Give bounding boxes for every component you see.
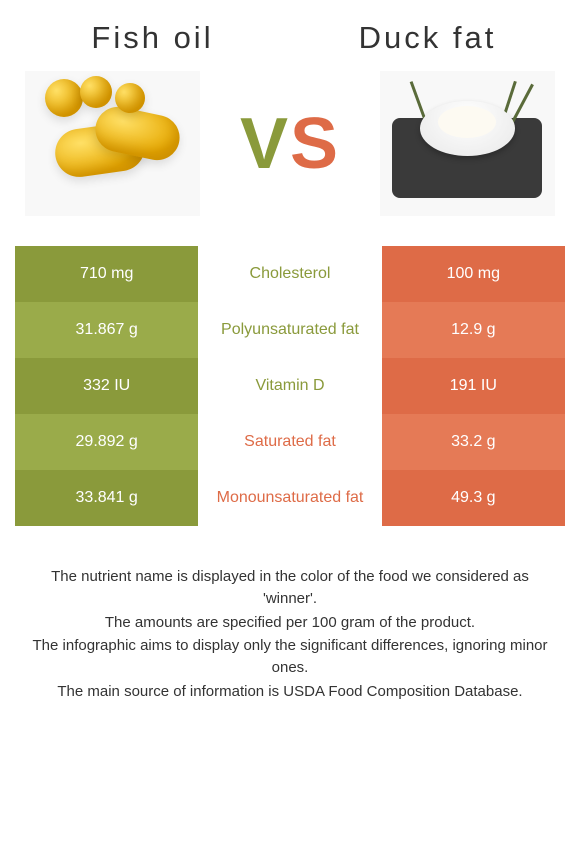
- footer-notes: The nutrient name is displayed in the co…: [15, 566, 565, 703]
- right-value-cell: 191 IU: [382, 358, 565, 414]
- right-value-cell: 33.2 g: [382, 414, 565, 470]
- footer-line-4: The main source of information is USDA F…: [25, 681, 555, 703]
- footer-line-2: The amounts are specified per 100 gram o…: [25, 612, 555, 634]
- nutrient-label-cell: Polyunsaturated fat: [198, 302, 381, 358]
- nutrient-label-cell: Vitamin D: [198, 358, 381, 414]
- table-row: 33.841 gMonounsaturated fat49.3 g: [15, 470, 565, 526]
- left-value-cell: 332 IU: [15, 358, 198, 414]
- vs-s-letter: S: [290, 104, 340, 184]
- nutrient-label-cell: Monounsaturated fat: [198, 470, 381, 526]
- left-food-image: [25, 71, 200, 216]
- left-food-title: Fish oil: [15, 20, 290, 56]
- nutrient-label-cell: Saturated fat: [198, 414, 381, 470]
- footer-line-1: The nutrient name is displayed in the co…: [25, 566, 555, 610]
- right-value-cell: 100 mg: [382, 246, 565, 302]
- vs-v-letter: V: [240, 104, 290, 184]
- comparison-table: 710 mgCholesterol100 mg31.867 gPolyunsat…: [15, 246, 565, 526]
- table-row: 31.867 gPolyunsaturated fat12.9 g: [15, 302, 565, 358]
- left-value-cell: 33.841 g: [15, 470, 198, 526]
- right-value-cell: 12.9 g: [382, 302, 565, 358]
- header-row: Fish oil Duck fat: [15, 20, 565, 56]
- left-value-cell: 29.892 g: [15, 414, 198, 470]
- table-row: 332 IUVitamin D191 IU: [15, 358, 565, 414]
- left-value-cell: 31.867 g: [15, 302, 198, 358]
- footer-line-3: The infographic aims to display only the…: [25, 635, 555, 679]
- nutrient-label-cell: Cholesterol: [198, 246, 381, 302]
- right-value-cell: 49.3 g: [382, 470, 565, 526]
- images-row: VS: [15, 71, 565, 216]
- right-food-image: [380, 71, 555, 216]
- table-row: 29.892 gSaturated fat33.2 g: [15, 414, 565, 470]
- left-value-cell: 710 mg: [15, 246, 198, 302]
- vs-label: VS: [240, 103, 340, 185]
- table-row: 710 mgCholesterol100 mg: [15, 246, 565, 302]
- right-food-title: Duck fat: [290, 20, 565, 56]
